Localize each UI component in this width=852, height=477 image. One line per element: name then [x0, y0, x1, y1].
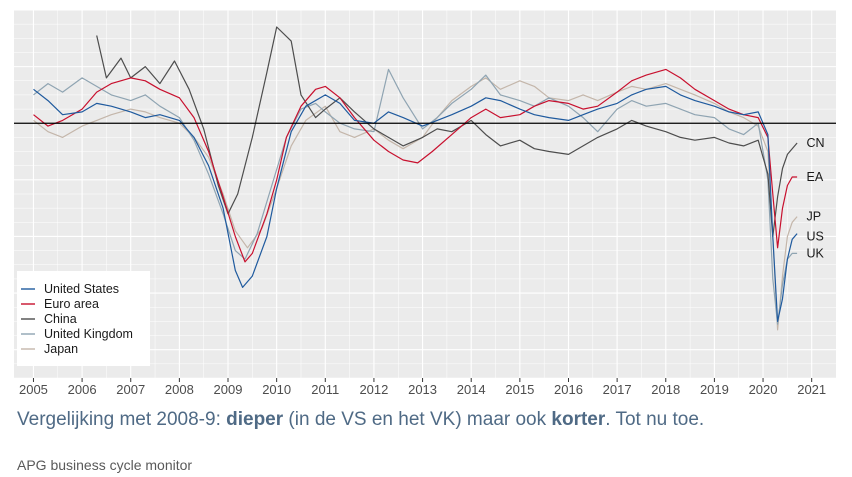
caption-part-1: Vergelijking met 2008-9: [17, 409, 227, 430]
x-tick-label: 2007 [116, 382, 145, 397]
x-tick-label: 2010 [262, 382, 291, 397]
legend-label-us: United States [44, 282, 119, 296]
x-tick-label: 2015 [505, 382, 534, 397]
x-tick-label: 2006 [68, 382, 97, 397]
end-label-us: US [807, 229, 824, 243]
x-tick-label: 2020 [749, 382, 778, 397]
caption-part-2: (in de VS en het VK) maar ook [283, 409, 552, 430]
x-tick-label: 2021 [797, 382, 826, 397]
x-tick-label: 2018 [651, 382, 680, 397]
x-tick-label: 2011 [311, 382, 339, 397]
x-axis-ticks: 2005 2006 2007 2008 2009 2010 2011 2012 2013 2014… [19, 378, 826, 397]
legend-box [17, 271, 150, 366]
x-tick-label: 2008 [165, 382, 194, 397]
caption-bold-shorter: korter [551, 409, 606, 430]
caption-part-3: . Tot nu toe. [605, 409, 705, 430]
x-tick-label: 2009 [214, 382, 243, 397]
x-tick-label: 2016 [554, 382, 583, 397]
x-tick-label: 2005 [19, 382, 48, 397]
x-tick-label: 2013 [408, 382, 437, 397]
series-end-labels: CN EA JP US UK [807, 136, 825, 260]
x-tick-label: 2012 [359, 382, 388, 397]
end-label-jp: JP [807, 210, 822, 224]
legend-label-ea: Euro area [44, 297, 99, 311]
legend-label-uk: United Kingdom [44, 327, 133, 341]
x-tick-label: 2014 [457, 382, 486, 397]
series-lines [33, 26, 798, 331]
x-tick-label: 2017 [603, 382, 632, 397]
business-cycle-chart: 2005 2006 2007 2008 2009 2010 2011 2012 2013 2014… [14, 9, 836, 397]
series-line-us [33, 85, 798, 322]
legend-label-jp: Japan [44, 342, 78, 356]
legend-label-cn: China [44, 312, 77, 326]
caption-bold-deeper: dieper [226, 409, 284, 430]
series-line-ea [33, 68, 798, 263]
x-tick-label: 2019 [700, 382, 729, 397]
chart-caption: Vergelijking met 2008-9: dieper (in de V… [17, 409, 704, 431]
end-label-uk: UK [807, 246, 825, 260]
source-label: APG business cycle monitor [17, 457, 193, 473]
series-line-uk [33, 68, 798, 325]
end-label-ea: EA [807, 170, 824, 184]
grid-lines [14, 9, 836, 379]
end-label-cn: CN [807, 136, 825, 150]
